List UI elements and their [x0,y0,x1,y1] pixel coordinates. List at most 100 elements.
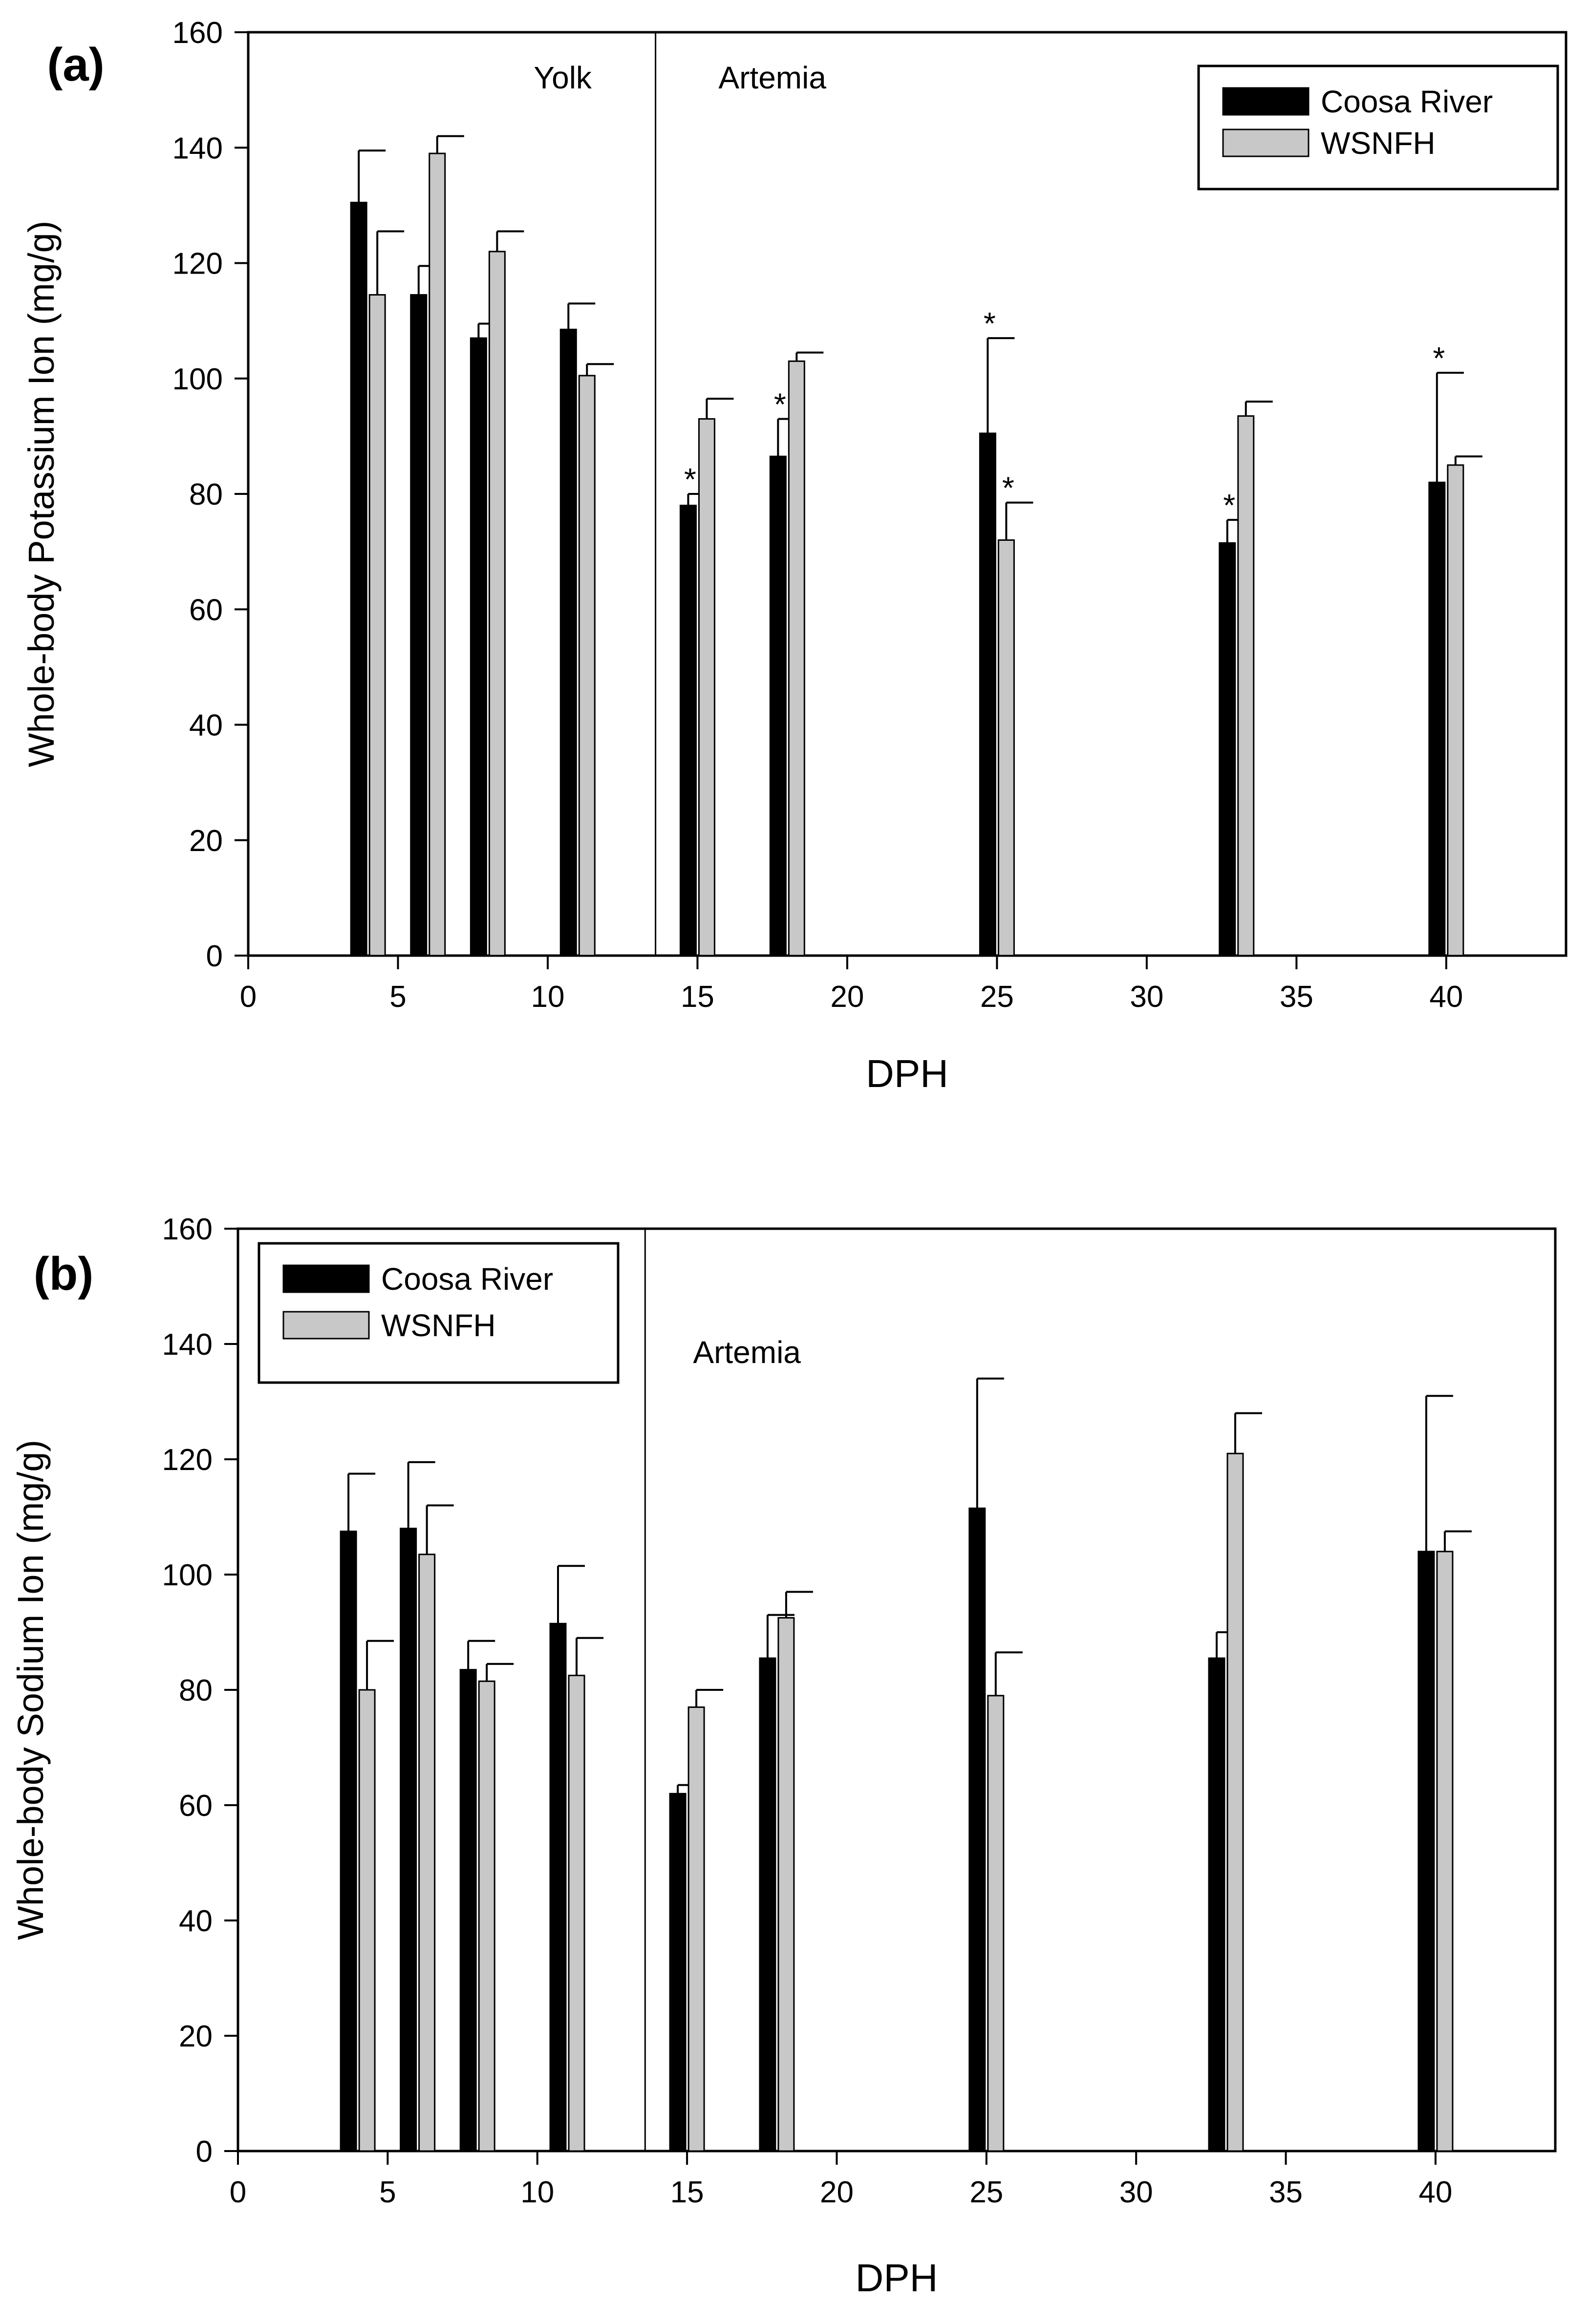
y-tick-label: 0 [206,939,223,973]
bar-wsnfh [418,1554,436,2152]
bar-coosa-river [769,455,787,957]
legend-label-wsnfh: WSNFH [381,1308,496,1343]
region-label-artemia: Artemia [693,1335,801,1370]
x-tick-label: 0 [240,980,257,1014]
significance-marker: * [1002,470,1014,506]
bar-coosa-river [968,1507,986,2152]
x-tick-label: 20 [830,980,864,1014]
x-axis-label: DPH [866,1052,948,1095]
y-axis-label: Whole-body Sodium Ion (mg/g) [10,1440,51,1940]
bar-wsnfh [1436,1551,1454,2152]
x-tick-label: 40 [1418,2175,1452,2209]
x-tick-label: 25 [969,2175,1003,2209]
y-tick-label: 40 [179,1904,213,1938]
y-tick-label: 0 [196,2135,213,2169]
legend: Coosa River WSNFH [258,1242,620,1384]
significance-marker: * [774,386,786,422]
bar-wsnfh [997,539,1015,957]
bar-wsnfh [368,294,386,957]
y-tick-label: 20 [179,2020,213,2053]
bar-coosa-river [1219,542,1236,957]
x-tick-label: 30 [1119,2175,1153,2209]
x-tick-label: 0 [230,2175,246,2209]
bar-coosa-river [1417,1551,1435,2152]
significance-marker: * [1433,341,1445,376]
legend-swatch-coosa-river [282,1264,370,1293]
bar-coosa-river [559,328,577,957]
bar-coosa-river [470,337,487,957]
y-tick-label: 100 [172,362,223,396]
x-tick-label: 5 [389,980,406,1014]
legend-label-wsnfh: WSNFH [1321,126,1436,161]
y-tick-label: 140 [172,131,223,165]
panel-a: Yolk Artemia 0 20 40 60 80 100 120 140 160 0 5 10 15 20… [21,16,1568,1095]
region-label-artemia: Artemia [718,60,826,95]
bar-wsnfh [578,375,596,957]
y-axis-label: Whole-body Potassium Ion (mg/g) [21,221,62,768]
bar-wsnfh [698,418,715,957]
bar-coosa-river [759,1657,776,2152]
bar-wsnfh [429,152,446,957]
x-tick-label: 30 [1130,980,1163,1014]
y-tick-label: 40 [189,709,223,743]
x-axis-label: DPH [856,2256,938,2300]
x-tick-label: 20 [820,2175,854,2209]
legend-swatch-coosa-river [1222,87,1310,116]
significance-marker: * [684,462,696,497]
bar-coosa-river [1428,481,1446,957]
bar-wsnfh [1237,415,1255,957]
bar-wsnfh [568,1675,585,2152]
y-tick-label: 100 [162,1558,213,1592]
bar-wsnfh [987,1695,1005,2152]
y-tick-label: 160 [172,16,223,50]
y-tick-label: 120 [162,1443,213,1477]
x-tick-label: 10 [520,2175,554,2209]
significance-marker: * [984,306,996,341]
bar-coosa-river [400,1528,417,2152]
bar-wsnfh [1226,1452,1244,2152]
bar-coosa-river [979,432,996,957]
bar-wsnfh [687,1706,705,2152]
bar-wsnfh [478,1680,495,2152]
legend-swatch-wsnfh [282,1311,370,1340]
panel-label: (a) [47,39,104,91]
x-tick-label: 35 [1280,980,1313,1014]
region-label-yolk: Yolk [534,60,592,95]
bar-coosa-river [669,1792,687,2152]
y-tick-label: 140 [162,1328,213,1362]
bar-coosa-river [340,1531,357,2152]
bar-wsnfh [777,1617,795,2152]
bar-wsnfh [358,1689,376,2152]
y-tick-label: 20 [189,824,223,858]
y-tick-label: 80 [189,478,223,512]
significance-marker: * [1223,488,1235,523]
bar-coosa-river [350,201,367,957]
x-tick-label: 15 [670,2175,704,2209]
bar-coosa-river [1208,1657,1225,2152]
legend-box [1197,64,1559,191]
y-tick-label: 60 [179,1789,213,1823]
x-tick-label: 25 [980,980,1014,1014]
legend-label-coosa-river: Coosa River [1321,84,1493,119]
panel-label: (b) [34,1248,94,1300]
x-tick-label: 10 [531,980,564,1014]
bar-coosa-river [549,1622,567,2152]
x-tick-label: 40 [1429,980,1463,1014]
x-tick-label: 15 [681,980,714,1014]
x-tick-label: 35 [1269,2175,1303,2209]
x-tick-label: 5 [379,2175,396,2209]
legend-label-coosa-river: Coosa River [381,1261,553,1297]
y-tick-label: 60 [189,593,223,627]
y-tick-label: 160 [162,1213,213,1246]
panel-b: YolkArtemia02040608010012014016005101520… [10,1213,1557,2300]
bar-wsnfh [788,360,805,957]
y-tick-label: 120 [172,247,223,281]
bar-coosa-river [410,294,428,957]
y-tick-label: 80 [179,1674,213,1707]
legend: Coosa River WSNFH [1197,64,1559,191]
bar-coosa-river [679,505,697,957]
legend-swatch-wsnfh [1222,128,1310,157]
bar-wsnfh [1447,464,1464,957]
bar-coosa-river [459,1669,477,2152]
